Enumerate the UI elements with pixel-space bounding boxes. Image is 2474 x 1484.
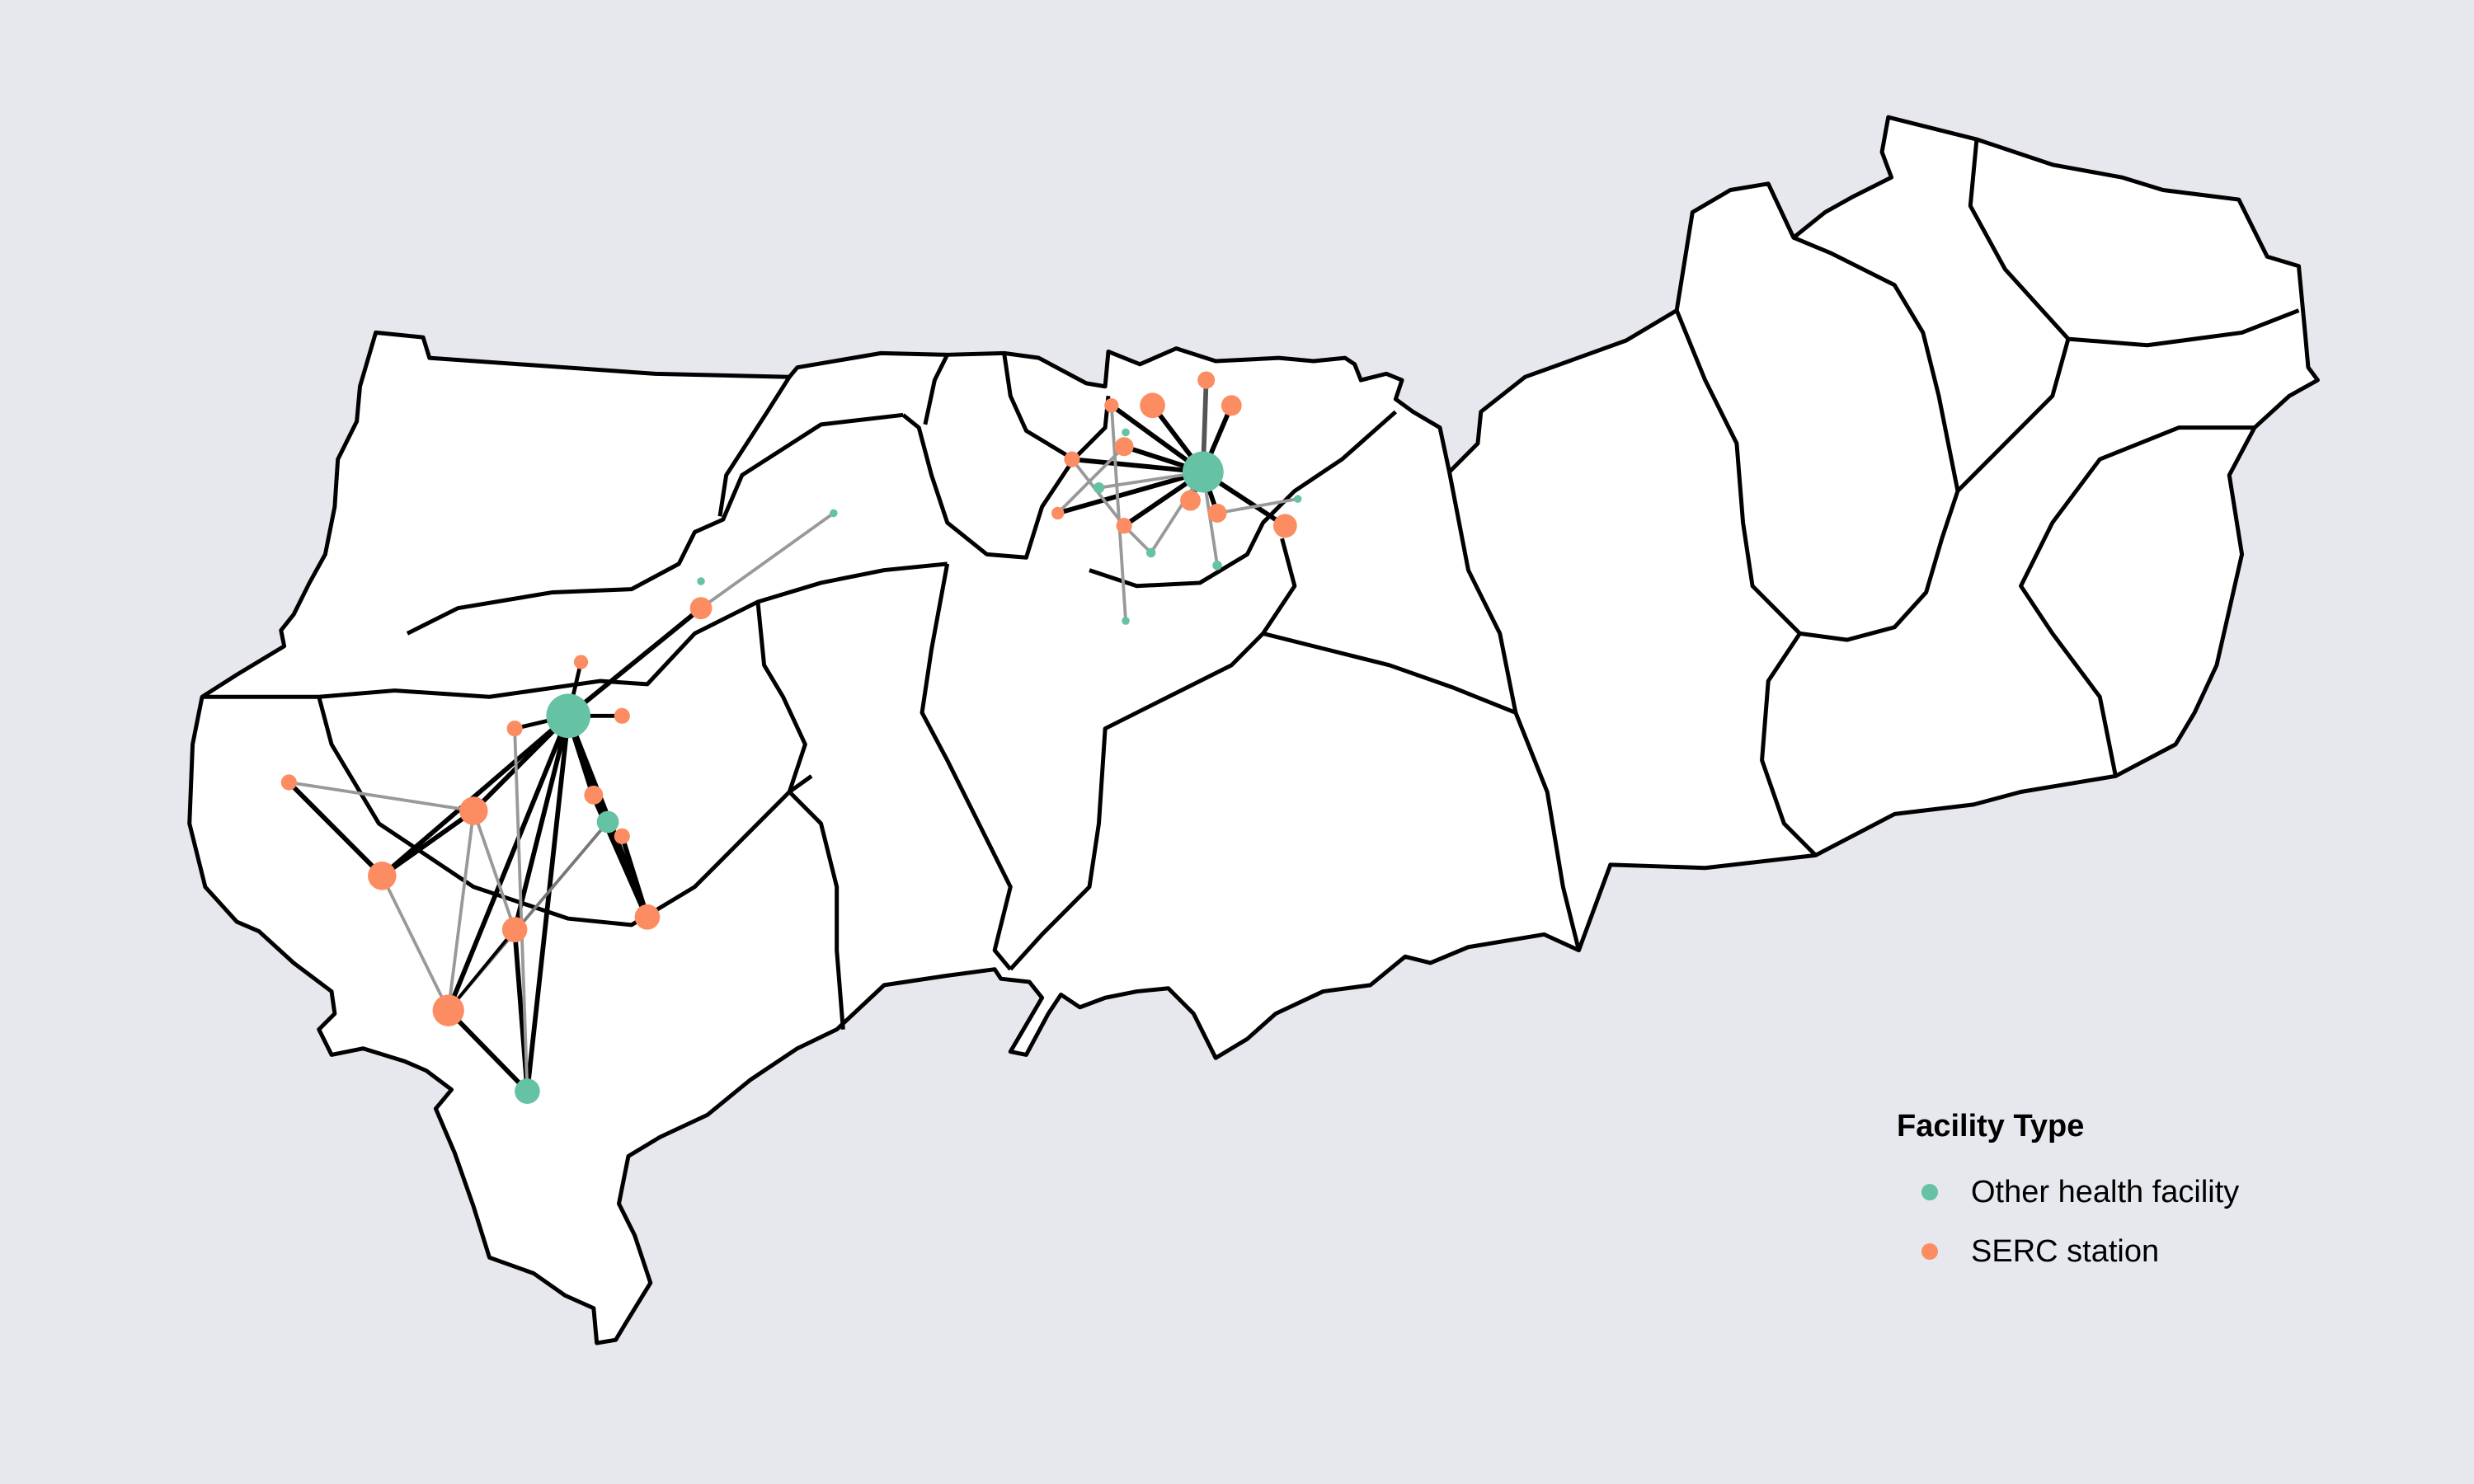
facility-node bbox=[1293, 495, 1302, 503]
serc-node bbox=[1221, 395, 1242, 416]
edge bbox=[379, 713, 571, 879]
edge bbox=[446, 928, 517, 1012]
serc-node bbox=[1104, 398, 1119, 413]
serc-node bbox=[573, 655, 589, 669]
edge bbox=[524, 713, 571, 1094]
legend-item-serc-station: SERC station bbox=[1897, 1222, 2239, 1281]
edge bbox=[472, 809, 517, 932]
serc-node bbox=[1180, 490, 1201, 511]
edge bbox=[513, 726, 529, 1093]
edge bbox=[1109, 403, 1127, 622]
serc-node bbox=[1064, 451, 1080, 467]
legend-label: SERC station bbox=[1971, 1233, 2160, 1269]
map-outline bbox=[187, 115, 2320, 1345]
network-nodes-north bbox=[1051, 371, 1302, 625]
serc-node bbox=[432, 994, 464, 1026]
facility-node bbox=[1122, 428, 1130, 437]
facility-node bbox=[830, 509, 838, 518]
serc-node bbox=[584, 785, 604, 805]
edge bbox=[619, 834, 650, 920]
edge bbox=[1056, 444, 1126, 515]
serc-node bbox=[1273, 514, 1297, 538]
edge bbox=[445, 1007, 530, 1094]
serc-node bbox=[1051, 506, 1065, 520]
edge bbox=[1055, 469, 1206, 516]
facility-node bbox=[697, 577, 705, 585]
edge bbox=[566, 605, 703, 719]
serc-node bbox=[368, 862, 397, 890]
edge bbox=[1216, 497, 1300, 515]
facility-node bbox=[596, 810, 619, 834]
facility-node bbox=[1122, 617, 1130, 625]
serc-node bbox=[280, 774, 297, 791]
facility-node bbox=[1093, 481, 1105, 494]
serc-node bbox=[1197, 371, 1216, 389]
edge bbox=[286, 780, 385, 879]
edge bbox=[445, 713, 571, 1013]
edge bbox=[380, 874, 450, 1012]
district-borders bbox=[202, 139, 2300, 1030]
serc-node bbox=[1116, 518, 1132, 534]
legend-item-other-health-facility: Other health facility bbox=[1897, 1162, 2239, 1222]
serc-node bbox=[501, 917, 528, 943]
serc-node bbox=[614, 707, 630, 724]
facility-node bbox=[546, 693, 591, 739]
edge bbox=[699, 511, 835, 610]
serc-node bbox=[689, 597, 713, 620]
legend-dot bbox=[1921, 1184, 1938, 1200]
facility-node bbox=[515, 1078, 540, 1104]
serc-node bbox=[1140, 392, 1165, 419]
serc-node bbox=[506, 721, 523, 737]
serc-node bbox=[1114, 437, 1134, 457]
legend-label: Other health facility bbox=[1971, 1174, 2240, 1209]
legend: Facility Type Other health facility SERC… bbox=[1897, 1109, 2239, 1281]
legend-dot bbox=[1921, 1243, 1938, 1260]
edge bbox=[379, 808, 477, 879]
network-nodes-west bbox=[280, 509, 838, 1104]
serc-node bbox=[614, 828, 630, 844]
serc-node bbox=[634, 904, 661, 930]
edge bbox=[446, 809, 476, 1012]
edge bbox=[512, 713, 571, 932]
legend-title: Facility Type bbox=[1897, 1109, 2085, 1144]
edge bbox=[1070, 457, 1206, 475]
serc-node bbox=[1207, 503, 1227, 523]
facility-node bbox=[1212, 561, 1222, 571]
facility-node bbox=[1182, 451, 1224, 493]
facility-node bbox=[1145, 547, 1156, 558]
serc-node bbox=[459, 796, 488, 825]
edge bbox=[287, 781, 476, 813]
